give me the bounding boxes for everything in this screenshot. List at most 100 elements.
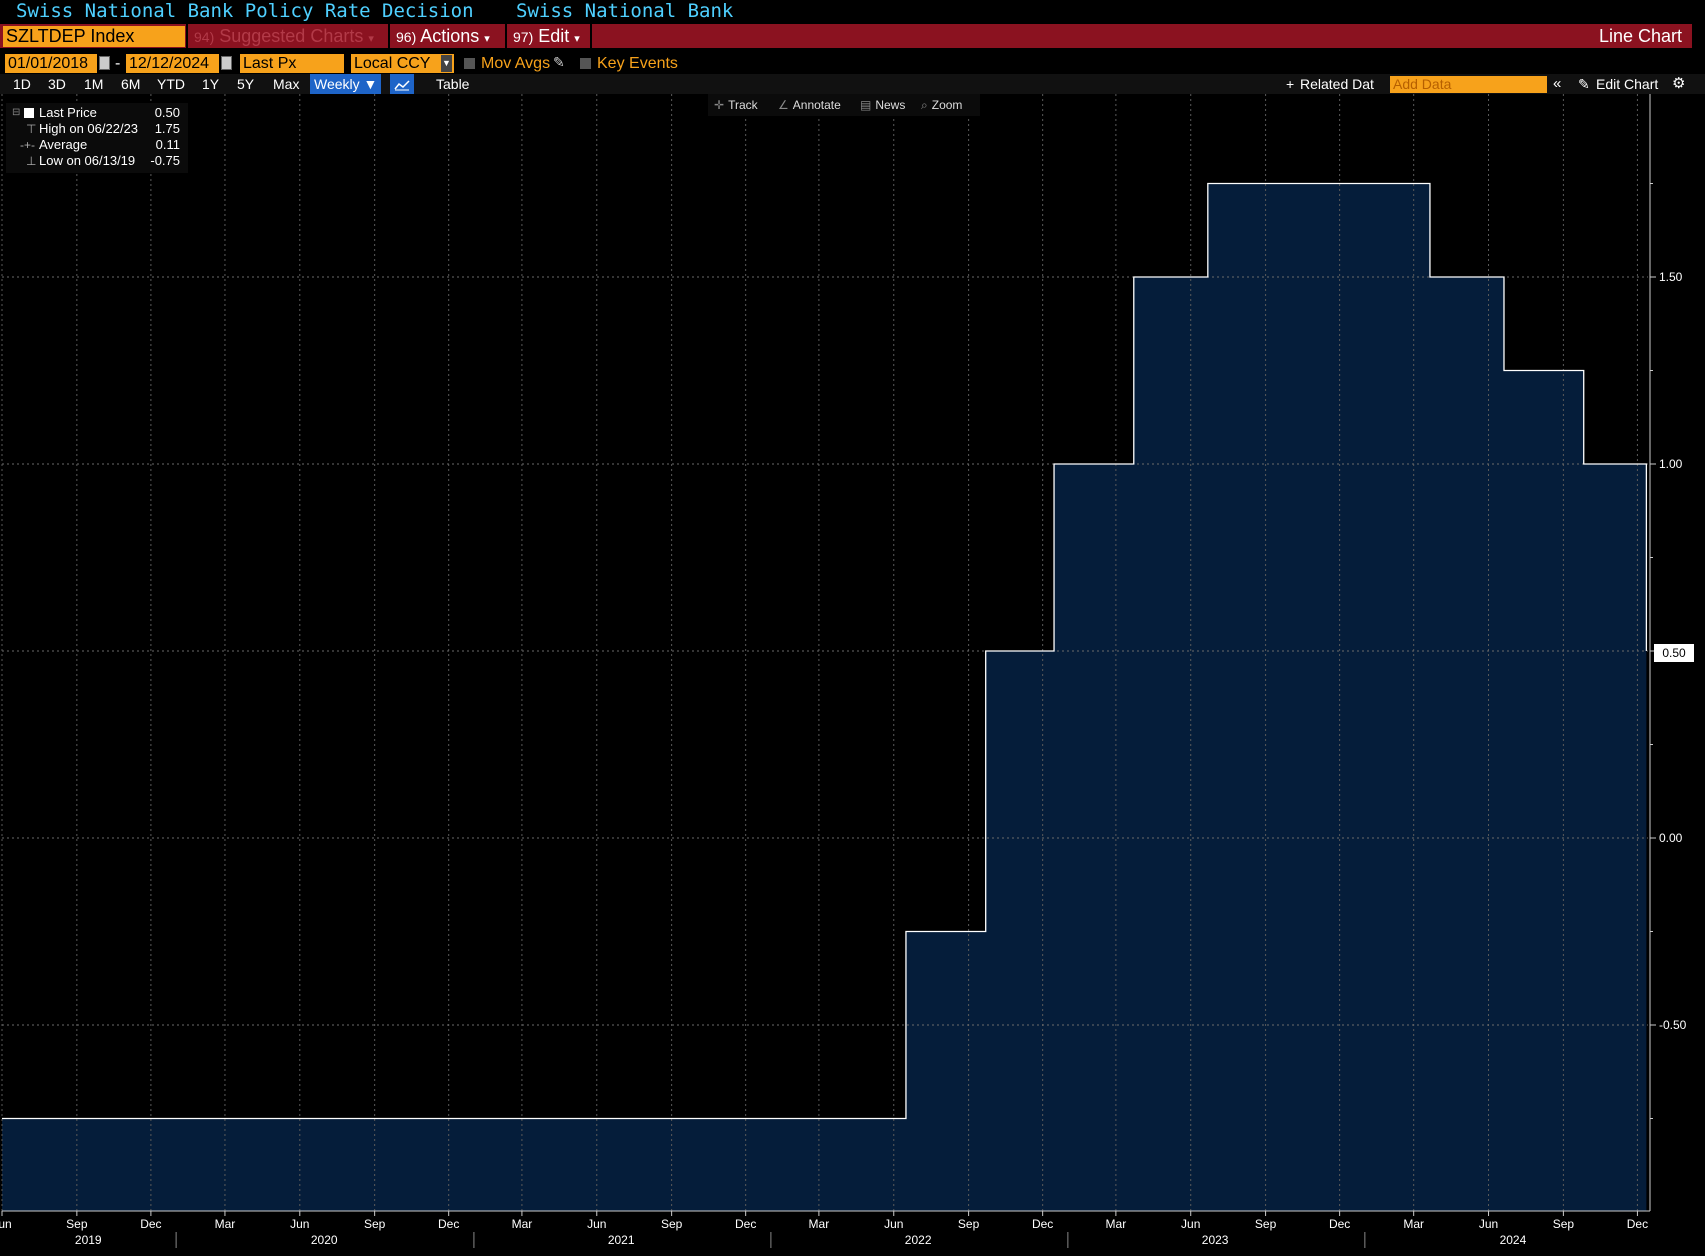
edit-chart-button[interactable]: Edit Chart	[1596, 76, 1659, 92]
actions-num: 96)	[396, 29, 417, 45]
chart-toolbar: ✛ Track ∠ Annotate ▤ News ⌕ Zoom	[708, 94, 980, 116]
divider	[388, 24, 390, 48]
edit-label: Edit	[538, 26, 570, 46]
line-chart-icon[interactable]	[390, 74, 414, 94]
annotate-label: Annotate	[792, 98, 841, 112]
gear-icon[interactable]: ⚙	[1672, 75, 1686, 92]
chart-title: Swiss National Bank Policy Rate Decision	[16, 0, 474, 22]
add-data-input[interactable]: Add Data	[1390, 76, 1547, 93]
x-tick-label: Dec	[1627, 1217, 1648, 1231]
mov-avgs-label[interactable]: Mov Avgs	[481, 55, 551, 72]
ticker-field[interactable]: SZLTDEP Index	[3, 26, 185, 47]
x-year-label: 2022	[905, 1233, 932, 1247]
track-label: Track	[728, 98, 758, 112]
chevron-down-icon[interactable]: ▼	[441, 55, 452, 72]
x-tick-label: Mar	[215, 1217, 236, 1231]
table-button[interactable]: Table	[436, 76, 470, 92]
x-tick-label: Sep	[1553, 1217, 1575, 1231]
frequency-select[interactable]: Weekly ▼	[310, 74, 382, 94]
plus-icon[interactable]: +	[1286, 76, 1295, 92]
end-date-field[interactable]: 12/12/2024	[126, 54, 219, 73]
range-button-1y[interactable]: 1Y	[202, 76, 220, 92]
y-tick-label: 1.50	[1659, 270, 1683, 284]
legend-high-value: 1.75	[154, 121, 180, 136]
divider	[590, 24, 592, 48]
key-events-label[interactable]: Key Events	[597, 55, 678, 72]
x-tick-label: Dec	[438, 1217, 459, 1231]
key-events-checkbox[interactable]	[580, 58, 591, 69]
chart-type-label[interactable]: Line Chart	[1598, 26, 1682, 46]
legend-high-label: High on 06/22/23	[39, 121, 139, 136]
legend-average: -+- Average 0.11	[6, 137, 188, 153]
x-tick-label: Sep	[1255, 1217, 1277, 1231]
start-date-field[interactable]: 01/01/2018	[5, 54, 97, 73]
chart-area[interactable]: 1.50 1.00 0.50 0.00 -0.50 Jun Sep Dec Mar Jun Sep D…	[0, 94, 1705, 1256]
date-separator: -	[115, 55, 121, 72]
legend-low-label: Low on 06/13/19	[39, 153, 136, 168]
range-button-1m[interactable]: 1M	[84, 76, 104, 92]
average-marker-icon: -+-	[20, 138, 35, 152]
range-button-max[interactable]: Max	[273, 76, 300, 92]
pencil-icon[interactable]: ✎	[553, 54, 565, 70]
x-tick-label: Mar	[512, 1217, 533, 1231]
legend-low: ⊥ Low on 06/13/19 -0.75	[6, 153, 188, 169]
news-button[interactable]: ▤ News	[860, 94, 905, 116]
x-tick-label: Sep	[364, 1217, 386, 1231]
range-button-5y[interactable]: 5Y	[237, 76, 255, 92]
range-button-ytd[interactable]: YTD	[157, 76, 185, 92]
x-year-label: 2019	[75, 1233, 102, 1247]
legend-last-label: Last Price	[39, 105, 97, 120]
mov-avgs-checkbox[interactable]	[464, 58, 475, 69]
suggested-charts-button[interactable]: 94) Suggested Charts ▾	[194, 25, 374, 47]
x-year-label: 2023	[1202, 1233, 1229, 1247]
x-tick-label: Jun	[290, 1217, 309, 1231]
edit-num: 97)	[513, 29, 534, 45]
legend-last-price[interactable]: ⊟ Last Price 0.50	[6, 105, 188, 121]
range-button-1d[interactable]: 1D	[13, 76, 31, 92]
news-icon: ▤	[860, 98, 872, 112]
chart-source: Swiss National Bank	[516, 0, 734, 22]
y-tick-label: 0.00	[1659, 831, 1683, 845]
calendar-icon[interactable]	[221, 56, 232, 70]
x-tick-label: Jun	[1181, 1217, 1200, 1231]
x-tick-label: Mar	[809, 1217, 830, 1231]
series-area	[2, 183, 1647, 1211]
legend-avg-label: Average	[39, 137, 88, 152]
parameter-bar: 01/01/2018 - 12/12/2024 Last Px Local CC…	[0, 53, 1705, 75]
y-tick-label: 1.00	[1659, 457, 1683, 471]
x-tick-label: Dec	[1329, 1217, 1350, 1231]
legend-last-value: 0.50	[154, 105, 180, 120]
actions-label: Actions	[420, 26, 480, 46]
x-year-label: 2020	[311, 1233, 338, 1247]
annotate-button[interactable]: ∠ Annotate	[778, 94, 841, 116]
zoom-button[interactable]: ⌕ Zoom	[921, 94, 962, 116]
news-label: News	[875, 98, 906, 112]
currency-select[interactable]: Local CCY	[351, 54, 454, 73]
suggested-label: Suggested Charts	[219, 26, 364, 46]
divider	[505, 24, 507, 48]
zoom-label: Zoom	[931, 98, 963, 112]
suggested-num: 94)	[194, 29, 215, 45]
price-field-select[interactable]: Last Px	[240, 54, 344, 73]
x-tick-label: Jun	[587, 1217, 606, 1231]
y-tick-label: -0.50	[1659, 1018, 1687, 1032]
calendar-icon[interactable]	[99, 56, 110, 70]
collapse-icon[interactable]: ⊟	[12, 107, 21, 118]
track-button[interactable]: ✛ Track	[714, 94, 758, 116]
range-button-6m[interactable]: 6M	[121, 76, 141, 92]
low-marker-icon: ⊥	[26, 154, 37, 168]
double-chevron-left-icon[interactable]: «	[1553, 75, 1562, 92]
pencil-icon[interactable]: ✎	[1578, 76, 1590, 92]
range-bar: 1D 3D 1M 6M YTD 1Y 5Y Max Weekly ▼ Table…	[0, 74, 1705, 94]
crosshair-icon: ✛	[714, 98, 725, 112]
legend-high: ⊤ High on 06/22/23 1.75	[6, 121, 188, 137]
x-year-label: 2021	[608, 1233, 635, 1247]
x-tick-label: Mar	[1106, 1217, 1127, 1231]
edit-button[interactable]: 97) Edit ▾	[513, 25, 580, 47]
command-bar: SZLTDEP Index 94) Suggested Charts ▾ 96)…	[0, 24, 1692, 48]
x-tick-label: Dec	[1032, 1217, 1053, 1231]
range-button-3d[interactable]: 3D	[48, 76, 66, 92]
related-data-button[interactable]: Related Dat	[1300, 76, 1374, 92]
x-tick-label: Jun	[0, 1217, 12, 1231]
actions-button[interactable]: 96) Actions ▾	[396, 25, 490, 47]
